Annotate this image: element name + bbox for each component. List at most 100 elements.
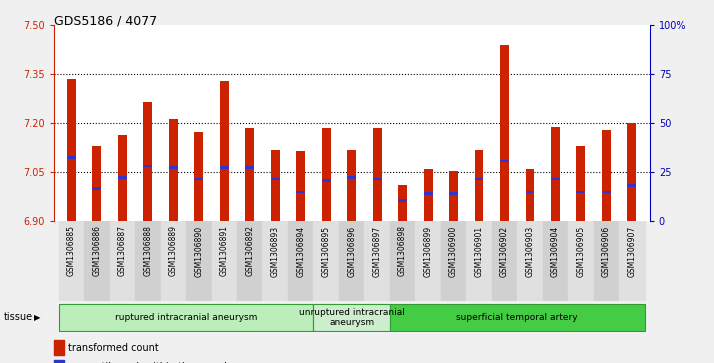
Bar xyxy=(466,221,492,301)
Bar xyxy=(390,221,416,301)
Bar xyxy=(568,221,593,301)
Bar xyxy=(441,221,466,301)
Bar xyxy=(135,221,161,301)
Bar xyxy=(237,221,263,301)
Bar xyxy=(118,176,127,179)
Bar xyxy=(526,169,535,221)
Text: GSM1306888: GSM1306888 xyxy=(144,225,152,276)
Bar xyxy=(500,160,509,162)
Bar xyxy=(373,178,381,180)
Text: GSM1306900: GSM1306900 xyxy=(449,225,458,277)
Bar xyxy=(186,221,211,301)
Bar xyxy=(271,178,280,180)
Text: transformed count: transformed count xyxy=(69,343,159,352)
Bar xyxy=(347,176,356,179)
Text: GSM1306894: GSM1306894 xyxy=(296,225,305,277)
Bar xyxy=(194,131,203,221)
Bar xyxy=(551,178,560,180)
Bar xyxy=(475,150,483,221)
Text: GSM1306905: GSM1306905 xyxy=(576,225,585,277)
Bar xyxy=(92,146,101,221)
Bar xyxy=(390,304,645,331)
Bar xyxy=(322,128,331,221)
Bar xyxy=(296,191,305,193)
Text: GDS5186 / 4077: GDS5186 / 4077 xyxy=(54,15,157,28)
Bar xyxy=(543,221,568,301)
Text: GSM1306901: GSM1306901 xyxy=(475,225,483,277)
Bar xyxy=(288,221,313,301)
Bar xyxy=(211,221,237,301)
Text: GSM1306889: GSM1306889 xyxy=(169,225,178,276)
Bar xyxy=(54,360,64,363)
Bar xyxy=(263,221,288,301)
Bar xyxy=(339,221,364,301)
Bar xyxy=(322,179,331,182)
Text: ▶: ▶ xyxy=(34,313,41,322)
Text: percentile rank within the sample: percentile rank within the sample xyxy=(69,362,233,363)
Text: GSM1306902: GSM1306902 xyxy=(500,225,509,277)
Text: GSM1306907: GSM1306907 xyxy=(628,225,636,277)
Text: GSM1306891: GSM1306891 xyxy=(220,225,228,276)
Bar xyxy=(423,192,433,195)
Text: GSM1306895: GSM1306895 xyxy=(322,225,331,277)
Bar xyxy=(423,169,433,221)
Text: GSM1306906: GSM1306906 xyxy=(602,225,611,277)
Text: unruptured intracranial
aneurysm: unruptured intracranial aneurysm xyxy=(298,307,405,327)
Text: GSM1306896: GSM1306896 xyxy=(347,225,356,277)
Bar xyxy=(92,187,101,190)
Bar xyxy=(526,191,535,193)
Bar xyxy=(475,178,483,180)
Bar xyxy=(398,185,407,221)
Bar xyxy=(271,150,280,221)
Bar xyxy=(449,192,458,195)
Bar xyxy=(169,166,178,169)
Bar xyxy=(54,340,64,355)
Bar xyxy=(59,221,84,301)
Bar xyxy=(602,191,611,193)
Bar xyxy=(416,221,441,301)
Bar xyxy=(576,191,585,193)
Bar xyxy=(194,178,203,180)
Text: GSM1306897: GSM1306897 xyxy=(373,225,381,277)
Bar xyxy=(110,221,135,301)
Bar xyxy=(492,221,517,301)
Bar xyxy=(373,128,381,221)
Bar xyxy=(169,118,178,221)
Text: ruptured intracranial aneurysm: ruptured intracranial aneurysm xyxy=(115,313,257,322)
Text: GSM1306885: GSM1306885 xyxy=(67,225,76,276)
Text: GSM1306903: GSM1306903 xyxy=(526,225,535,277)
Text: GSM1306892: GSM1306892 xyxy=(245,225,254,276)
Bar xyxy=(593,221,619,301)
Bar xyxy=(364,221,390,301)
Text: superficial temporal artery: superficial temporal artery xyxy=(456,313,578,322)
Bar xyxy=(220,166,228,169)
Bar xyxy=(118,135,127,221)
Bar xyxy=(67,156,76,159)
Text: GSM1306893: GSM1306893 xyxy=(271,225,280,277)
Bar xyxy=(144,102,152,221)
Bar xyxy=(84,221,110,301)
Bar xyxy=(161,221,186,301)
Bar xyxy=(500,45,509,221)
Bar xyxy=(246,128,254,221)
Bar xyxy=(602,130,611,221)
Text: GSM1306886: GSM1306886 xyxy=(92,225,101,276)
Text: GSM1306890: GSM1306890 xyxy=(194,225,203,277)
Text: GSM1306887: GSM1306887 xyxy=(118,225,127,276)
Text: GSM1306904: GSM1306904 xyxy=(551,225,560,277)
Bar xyxy=(220,81,228,221)
Bar xyxy=(619,221,645,301)
Bar xyxy=(59,304,313,331)
Bar xyxy=(313,304,390,331)
Text: GSM1306898: GSM1306898 xyxy=(398,225,407,276)
Bar xyxy=(576,146,585,221)
Bar xyxy=(296,151,305,221)
Bar xyxy=(313,221,339,301)
Bar xyxy=(246,166,254,169)
Bar xyxy=(347,150,356,221)
Bar xyxy=(628,184,636,187)
Bar xyxy=(144,164,152,167)
Bar xyxy=(67,79,76,221)
Text: GSM1306899: GSM1306899 xyxy=(423,225,433,277)
Bar xyxy=(517,221,543,301)
